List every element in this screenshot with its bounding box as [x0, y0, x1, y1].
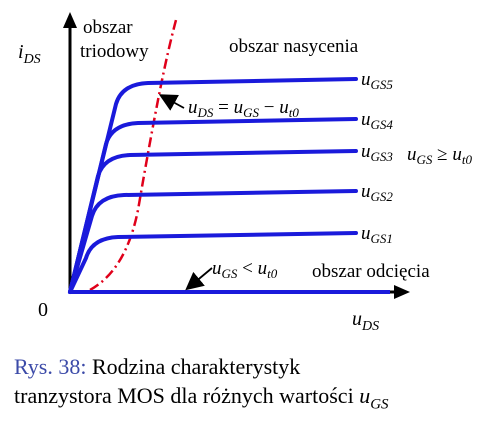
figure-caption: Rys. 38: Rodzina charakterystyk tranzyst…: [14, 352, 494, 419]
origin-label: 0: [38, 299, 48, 321]
caption-text-line2: tranzystora MOS dla różnych wartości: [14, 383, 360, 408]
y-axis-label: iDS: [18, 41, 41, 67]
curve-label-gs4: uGS4: [361, 109, 393, 132]
curve-labels: uGS5 uGS4 uGS3 uGS2 uGS1: [361, 69, 393, 246]
saturation-boundary-curve: [89, 19, 178, 292]
cutoff-condition: uGS < ut0: [212, 258, 278, 281]
y-axis-arrowhead: [63, 12, 77, 28]
x-axis-arrowhead: [394, 285, 410, 299]
cutoff-region-label: obszar odcięcia: [312, 261, 430, 282]
curve-label-gs3: uGS3: [361, 141, 393, 164]
output-curve-gs2: [68, 189, 358, 294]
caption-text-line1: Rodzina charakterystyk: [86, 354, 301, 379]
output-curve-gs1: [68, 231, 358, 294]
boundary-annotation-arrow: [158, 94, 185, 111]
curve-label-gs1: uGS1: [361, 223, 393, 246]
output-curve-gs5: [68, 77, 358, 294]
caption-label: Rys. 38:: [14, 354, 87, 379]
x-axis-label: uDS: [352, 308, 379, 334]
curve-label-gs5: uGS5: [361, 69, 393, 92]
curves-group: [68, 77, 358, 294]
output-curve-gs4: [68, 117, 358, 294]
cutoff-annotation-arrow: [185, 267, 213, 291]
triode-region-label-line2: triodowy: [80, 41, 149, 62]
triode-region-label-line1: obszar: [83, 17, 133, 38]
output-curve-gs3: [68, 149, 358, 294]
mosfet-characteristics-diagram: iDS uDS 0 obszar triodowy obszar nasycen…: [18, 12, 472, 334]
caption-variable: uGS: [359, 383, 389, 413]
boundary-equation: uDS = uGS − ut0: [188, 97, 299, 120]
curve-label-gs2: uGS2: [361, 181, 393, 204]
saturation-region-label: obszar nasycenia: [229, 36, 359, 57]
on-condition: uGS ≥ ut0: [407, 144, 472, 167]
